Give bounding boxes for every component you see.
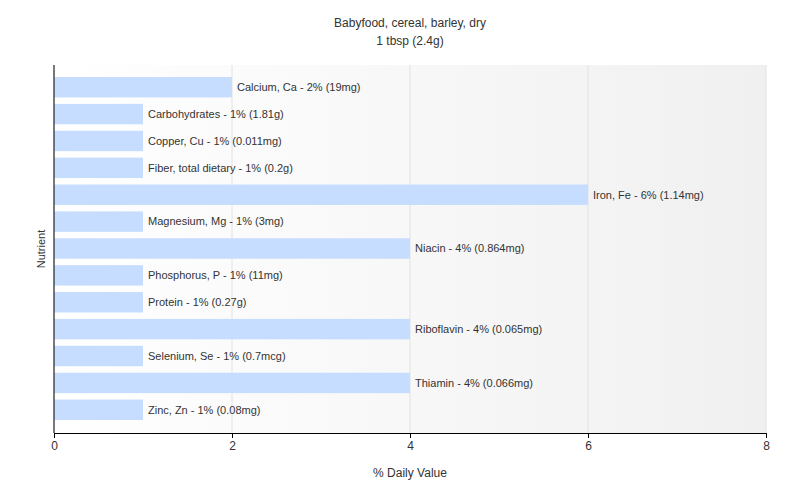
- bar: [54, 104, 143, 124]
- bar: [54, 265, 143, 285]
- category-label: Carbohydrates - 1% (1.81g): [148, 108, 284, 120]
- bar: [54, 319, 410, 339]
- x-axis-title: % Daily Value: [373, 466, 447, 480]
- x-tick-label: 2: [229, 439, 236, 453]
- y-axis-title: Nutrient: [35, 230, 47, 269]
- category-label: Selenium, Se - 1% (0.7mcg): [148, 350, 286, 362]
- x-tick-mark: [410, 433, 411, 438]
- bar: [54, 77, 232, 97]
- category-label: Niacin - 4% (0.864mg): [415, 242, 524, 254]
- x-axis: 0 2 4 6 8: [51, 433, 770, 453]
- bars: [54, 77, 588, 420]
- category-label: Calcium, Ca - 2% (19mg): [237, 81, 360, 93]
- y-axis-line: [54, 65, 55, 433]
- category-label: Magnesium, Mg - 1% (3mg): [148, 215, 284, 227]
- category-label: Iron, Fe - 6% (1.14mg): [593, 189, 704, 201]
- plot-background: [54, 65, 766, 433]
- x-tick-label: 4: [407, 439, 414, 453]
- grid-line: [588, 65, 589, 433]
- bar: [54, 346, 143, 366]
- x-tick: 8: [763, 433, 770, 453]
- x-tick-mark: [588, 433, 589, 438]
- x-tick-label: 8: [763, 439, 770, 453]
- x-tick-mark: [232, 433, 233, 438]
- category-label: Zinc, Zn - 1% (0.08mg): [148, 404, 260, 416]
- category-label: Phosphorus, P - 1% (11mg): [148, 269, 283, 281]
- category-label: Riboflavin - 4% (0.065mg): [415, 323, 542, 335]
- bar: [54, 131, 143, 151]
- bar: [54, 185, 588, 205]
- category-label: Protein - 1% (0.27g): [148, 296, 246, 308]
- bar: [54, 292, 143, 312]
- category-label: Fiber, total dietary - 1% (0.2g): [148, 162, 293, 174]
- category-label: Thiamin - 4% (0.066mg): [415, 377, 533, 389]
- bar: [54, 158, 143, 178]
- chart: Calcium, Ca - 2% (19mg) Carbohydrates - 1…: [0, 0, 800, 500]
- x-tick: 2: [229, 433, 236, 453]
- category-label: Copper, Cu - 1% (0.011mg): [148, 135, 282, 147]
- bar: [54, 211, 143, 231]
- grid-line: [766, 65, 767, 433]
- grid-line: [54, 65, 55, 433]
- x-tick-label: 6: [585, 439, 592, 453]
- bar: [54, 400, 143, 420]
- x-tick: 6: [585, 433, 592, 453]
- x-tick: 4: [407, 433, 414, 453]
- x-tick-mark: [54, 433, 55, 438]
- x-tick-label: 0: [51, 439, 58, 453]
- x-tick-mark: [766, 433, 767, 438]
- bar-labels: Calcium, Ca - 2% (19mg) Carbohydrates - 1…: [148, 81, 704, 416]
- title: Babyfood, cereal, barley, dry: [334, 16, 486, 30]
- x-tick: 0: [51, 433, 58, 453]
- subtitle: 1 tbsp (2.4g): [376, 34, 443, 48]
- bar: [54, 373, 410, 393]
- bar: [54, 238, 410, 258]
- grid: [54, 65, 766, 433]
- x-axis-line: [55, 434, 767, 439]
